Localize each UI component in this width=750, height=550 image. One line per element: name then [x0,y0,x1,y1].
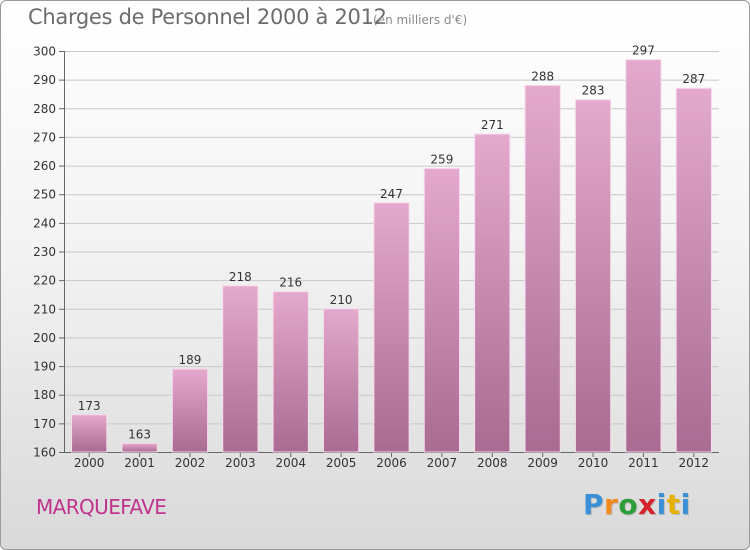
y-tick-label: 180 [33,388,56,402]
y-tick-label: 270 [33,130,56,144]
bar-2003[interactable] [222,285,259,453]
x-tick-label: 2002 [175,456,206,470]
value-label-2008: 271 [481,118,504,132]
x-tick-label: 2008 [477,456,508,470]
chart-subtitle: (en milliers d'€) [373,13,468,27]
y-tick-label: 290 [33,73,56,87]
value-label-2006: 247 [380,187,403,201]
x-tick-label: 2000 [74,456,105,470]
y-tick-label: 300 [33,45,56,59]
chart-title: Charges de Personnel 2000 à 2012 [28,5,387,29]
value-label-2001: 163 [128,427,151,441]
value-label-2004: 216 [279,276,302,290]
value-label-2005: 210 [330,293,353,307]
bar-2008[interactable] [474,133,511,453]
y-tick-label: 230 [33,245,56,259]
y-tick-label: 210 [33,302,56,316]
logo-letter: P [583,488,605,521]
bar-2004[interactable] [272,291,309,453]
bar-2001[interactable] [121,442,158,453]
axes: 160 170 180 190 200 210 220 230 240 250 260 270 280 2… [33,45,719,470]
x-tick-label: 2012 [679,456,710,470]
logo-letter: i [680,488,691,521]
y-tick-label: 170 [33,417,56,431]
value-labels: 173 163 189 218 216 210 247 259 271 288 283 297 287 [78,44,706,442]
x-tick-label: 2004 [275,456,306,470]
logo-letter: r [604,488,619,521]
bar-2006[interactable] [373,202,410,453]
logo-letter: o [618,488,639,521]
logo-letter: x [638,488,657,521]
x-tick-label: 2011 [628,456,659,470]
logo-letter: t [666,488,681,521]
value-label-2003: 218 [229,270,252,284]
bars [71,59,712,453]
bar-2012[interactable] [675,87,712,453]
value-label-2010: 283 [582,84,605,98]
x-tick-label: 2007 [427,456,458,470]
proxiti-logo[interactable]: Proxiti [583,488,691,521]
bar-2000[interactable] [71,414,108,453]
value-label-2009: 288 [531,69,554,83]
bar-2009[interactable] [524,84,561,453]
y-tick-label: 160 [33,446,56,460]
bar-2010[interactable] [574,99,612,453]
x-tick-label: 2001 [124,456,155,470]
y-tick-label: 280 [33,102,56,116]
x-tick-label: 2003 [225,456,256,470]
bar-2007[interactable] [423,167,461,453]
y-tick-label: 190 [33,360,56,374]
value-label-2011: 297 [632,44,655,58]
x-tick-label: 2006 [376,456,407,470]
commune-name: MARQUEFAVE [36,495,167,519]
bar-2011[interactable] [625,59,662,453]
value-label-2002: 189 [179,353,202,367]
value-label-2007: 259 [430,152,453,166]
y-tick-label: 260 [33,159,56,173]
x-tick-label: 2005 [326,456,357,470]
x-tick-label: 2010 [578,456,609,470]
y-tick-label: 240 [33,216,56,230]
x-tick-label: 2009 [527,456,558,470]
y-tick-label: 220 [33,274,56,288]
value-label-2000: 173 [78,399,101,413]
logo-letter: i [656,488,667,521]
bar-2002[interactable] [171,368,209,453]
bar-2005[interactable] [322,308,360,453]
value-label-2012: 287 [682,72,705,86]
y-tick-label: 200 [33,331,56,345]
y-tick-label: 250 [33,188,56,202]
